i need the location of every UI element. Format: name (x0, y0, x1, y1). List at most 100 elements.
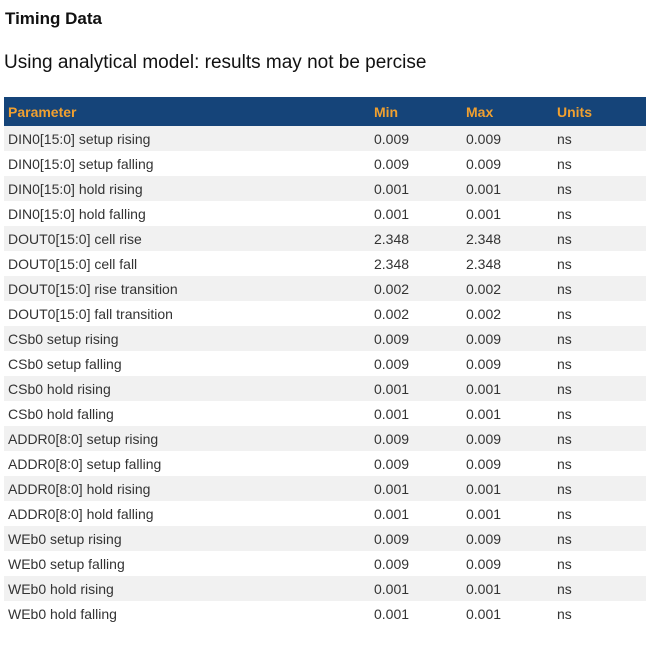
timing-table: Parameter Min Max Units DIN0[15:0] setup… (4, 97, 646, 626)
units-cell: ns (557, 305, 572, 322)
min-cell: 0.009 (374, 555, 410, 572)
min-cell: 0.002 (370, 276, 462, 301)
parameter-cell: DIN0[15:0] hold falling (8, 205, 146, 222)
max-cell: 0.009 (462, 326, 553, 351)
max-cell: 0.009 (462, 126, 553, 151)
min-cell: 0.001 (370, 176, 462, 201)
units-cell: ns (553, 126, 646, 151)
parameter-cell: ADDR0[8:0] hold falling (8, 505, 154, 522)
table-row: DOUT0[15:0] rise transition 0.002 0.002 … (4, 276, 646, 301)
table-row: WEb0 setup rising 0.009 0.009 ns (4, 526, 646, 551)
min-cell: 0.001 (374, 205, 410, 222)
min-cell: 0.009 (370, 126, 462, 151)
table-row: DIN0[15:0] hold falling 0.001 0.001 ns (4, 201, 646, 226)
parameter-cell: CSb0 setup rising (4, 326, 370, 351)
max-cell: 0.009 (466, 155, 502, 172)
units-cell: ns (553, 226, 646, 251)
table-row: ADDR0[8:0] hold rising 0.001 0.001 ns (4, 476, 646, 501)
units-cell: ns (553, 426, 646, 451)
column-header-max: Max (462, 97, 553, 126)
parameter-cell: DIN0[15:0] setup rising (4, 126, 370, 151)
max-cell: 0.001 (466, 505, 502, 522)
parameter-cell: WEb0 setup rising (4, 526, 370, 551)
units-cell: ns (557, 355, 572, 372)
parameter-cell: ADDR0[8:0] setup falling (8, 455, 162, 472)
max-cell: 0.009 (466, 455, 502, 472)
max-cell: 0.001 (466, 605, 502, 622)
table-row: DIN0[15:0] setup rising 0.009 0.009 ns (4, 126, 646, 151)
min-cell: 0.009 (370, 526, 462, 551)
max-cell: 2.348 (466, 255, 502, 272)
parameter-cell: DIN0[15:0] hold rising (4, 176, 370, 201)
min-cell: 0.001 (370, 376, 462, 401)
parameter-cell: WEb0 setup falling (8, 555, 125, 572)
parameter-cell: CSb0 hold rising (4, 376, 370, 401)
max-cell: 0.002 (462, 276, 553, 301)
datasheet-page: Timing Data Using analytical model: resu… (0, 9, 650, 655)
timing-table-body: DIN0[15:0] setup rising 0.009 0.009 ns D… (4, 126, 646, 626)
min-cell: 0.009 (374, 455, 410, 472)
table-row: DOUT0[15:0] cell fall 2.348 2.348 ns (4, 251, 646, 276)
min-cell: 0.009 (374, 355, 410, 372)
units-cell: ns (553, 176, 646, 201)
table-row: WEb0 setup falling 0.009 0.009 ns (4, 551, 646, 576)
min-cell: 0.009 (374, 155, 410, 172)
units-cell: ns (553, 476, 646, 501)
max-cell: 0.009 (462, 426, 553, 451)
max-cell: 0.001 (462, 476, 553, 501)
parameter-cell: DIN0[15:0] setup falling (8, 155, 154, 172)
units-cell: ns (553, 376, 646, 401)
units-cell: ns (557, 205, 572, 222)
header-row: Parameter Min Max Units (4, 97, 646, 126)
table-row: DOUT0[15:0] fall transition 0.002 0.002 … (4, 301, 646, 326)
column-header-units: Units (553, 97, 646, 126)
table-row: WEb0 hold rising 0.001 0.001 ns (4, 576, 646, 601)
parameter-cell: CSb0 hold falling (8, 405, 114, 422)
column-header-min: Min (370, 97, 462, 126)
table-row: CSb0 hold rising 0.001 0.001 ns (4, 376, 646, 401)
max-cell: 0.002 (466, 305, 502, 322)
min-cell: 0.002 (374, 305, 410, 322)
max-cell: 0.001 (462, 376, 553, 401)
parameter-cell: WEb0 hold falling (8, 605, 117, 622)
units-cell: ns (553, 276, 646, 301)
min-cell: 0.001 (374, 405, 410, 422)
max-cell: 0.001 (466, 205, 502, 222)
min-cell: 0.001 (370, 476, 462, 501)
parameter-cell: DOUT0[15:0] cell fall (8, 255, 138, 272)
table-row: CSb0 setup falling 0.009 0.009 ns (4, 351, 646, 376)
page-subtitle: Using analytical model: results may not … (4, 52, 427, 73)
parameter-cell: DOUT0[15:0] rise transition (4, 276, 370, 301)
page-title: Timing Data (5, 9, 102, 28)
table-row: CSb0 setup rising 0.009 0.009 ns (4, 326, 646, 351)
min-cell: 0.009 (370, 326, 462, 351)
units-cell: ns (557, 405, 572, 422)
max-cell: 0.009 (466, 355, 502, 372)
max-cell: 2.348 (462, 226, 553, 251)
min-cell: 0.001 (374, 505, 410, 522)
units-cell: ns (557, 505, 572, 522)
units-cell: ns (557, 455, 572, 472)
max-cell: 0.001 (462, 576, 553, 601)
table-row: CSb0 hold falling 0.001 0.001 ns (4, 401, 646, 426)
parameter-cell: DOUT0[15:0] fall transition (8, 305, 173, 322)
table-row: WEb0 hold falling 0.001 0.001 ns (4, 601, 646, 626)
min-cell: 0.001 (370, 576, 462, 601)
parameter-cell: WEb0 hold rising (4, 576, 370, 601)
max-cell: 0.009 (466, 555, 502, 572)
parameter-cell: ADDR0[8:0] hold rising (4, 476, 370, 501)
units-cell: ns (553, 576, 646, 601)
units-cell: ns (557, 255, 572, 272)
units-cell: ns (553, 326, 646, 351)
min-cell: 2.348 (374, 255, 410, 272)
table-row: ADDR0[8:0] setup falling 0.009 0.009 ns (4, 451, 646, 476)
max-cell: 0.001 (462, 176, 553, 201)
max-cell: 0.001 (466, 405, 502, 422)
table-row: ADDR0[8:0] setup rising 0.009 0.009 ns (4, 426, 646, 451)
parameter-cell: ADDR0[8:0] setup rising (4, 426, 370, 451)
min-cell: 2.348 (370, 226, 462, 251)
table-row: DOUT0[15:0] cell rise 2.348 2.348 ns (4, 226, 646, 251)
table-row: ADDR0[8:0] hold falling 0.001 0.001 ns (4, 501, 646, 526)
column-header-parameter: Parameter (4, 97, 370, 126)
table-row: DIN0[15:0] setup falling 0.009 0.009 ns (4, 151, 646, 176)
